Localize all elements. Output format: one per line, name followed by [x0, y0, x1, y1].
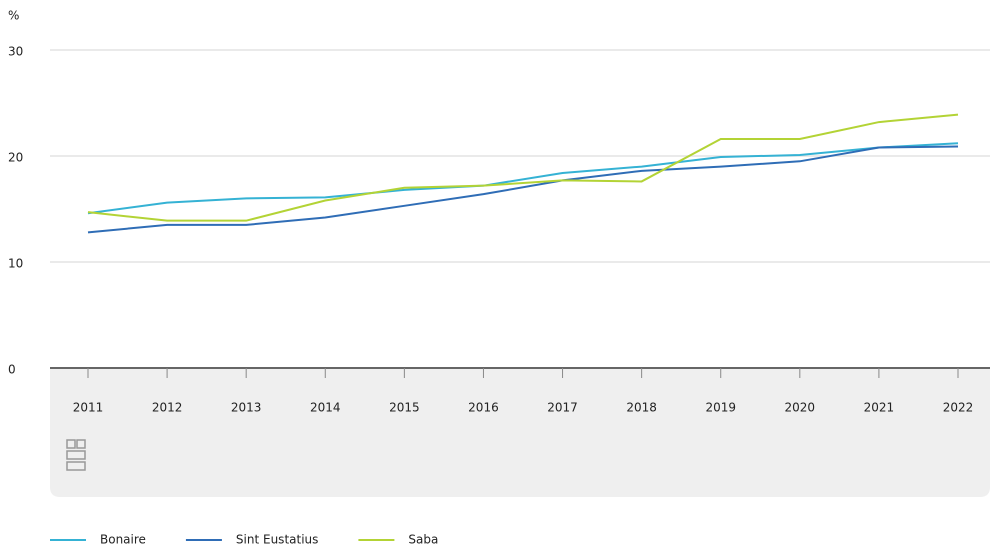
y-axis-label: % — [8, 9, 19, 23]
x-tick-label: 2016 — [468, 401, 499, 415]
legend-label: Saba — [408, 533, 438, 547]
logo — [66, 439, 86, 471]
y-tick-label: 20 — [8, 151, 23, 165]
x-tick-label: 2019 — [705, 401, 736, 415]
y-tick-label: 0 — [8, 363, 16, 377]
series-line — [87, 142, 959, 215]
y-tick-label: 30 — [8, 45, 23, 59]
legend-label: Sint Eustatius — [236, 533, 318, 547]
legend-label: Bonaire — [100, 533, 146, 547]
x-tick-label: 2017 — [547, 401, 578, 415]
x-tick-label: 2020 — [785, 401, 816, 415]
x-tick-label: 2012 — [152, 401, 183, 415]
x-tick-label: 2013 — [231, 401, 262, 415]
series-line — [87, 113, 959, 222]
x-tick-label: 2014 — [310, 401, 341, 415]
x-tick-label: 2018 — [626, 401, 657, 415]
axis-band — [50, 368, 990, 497]
series-line — [87, 145, 959, 234]
y-tick-label: 10 — [8, 257, 23, 271]
x-tick-label: 2021 — [864, 401, 895, 415]
x-tick-label: 2015 — [389, 401, 420, 415]
x-tick-label: 2011 — [73, 401, 104, 415]
x-tick-label: 2022 — [943, 401, 974, 415]
